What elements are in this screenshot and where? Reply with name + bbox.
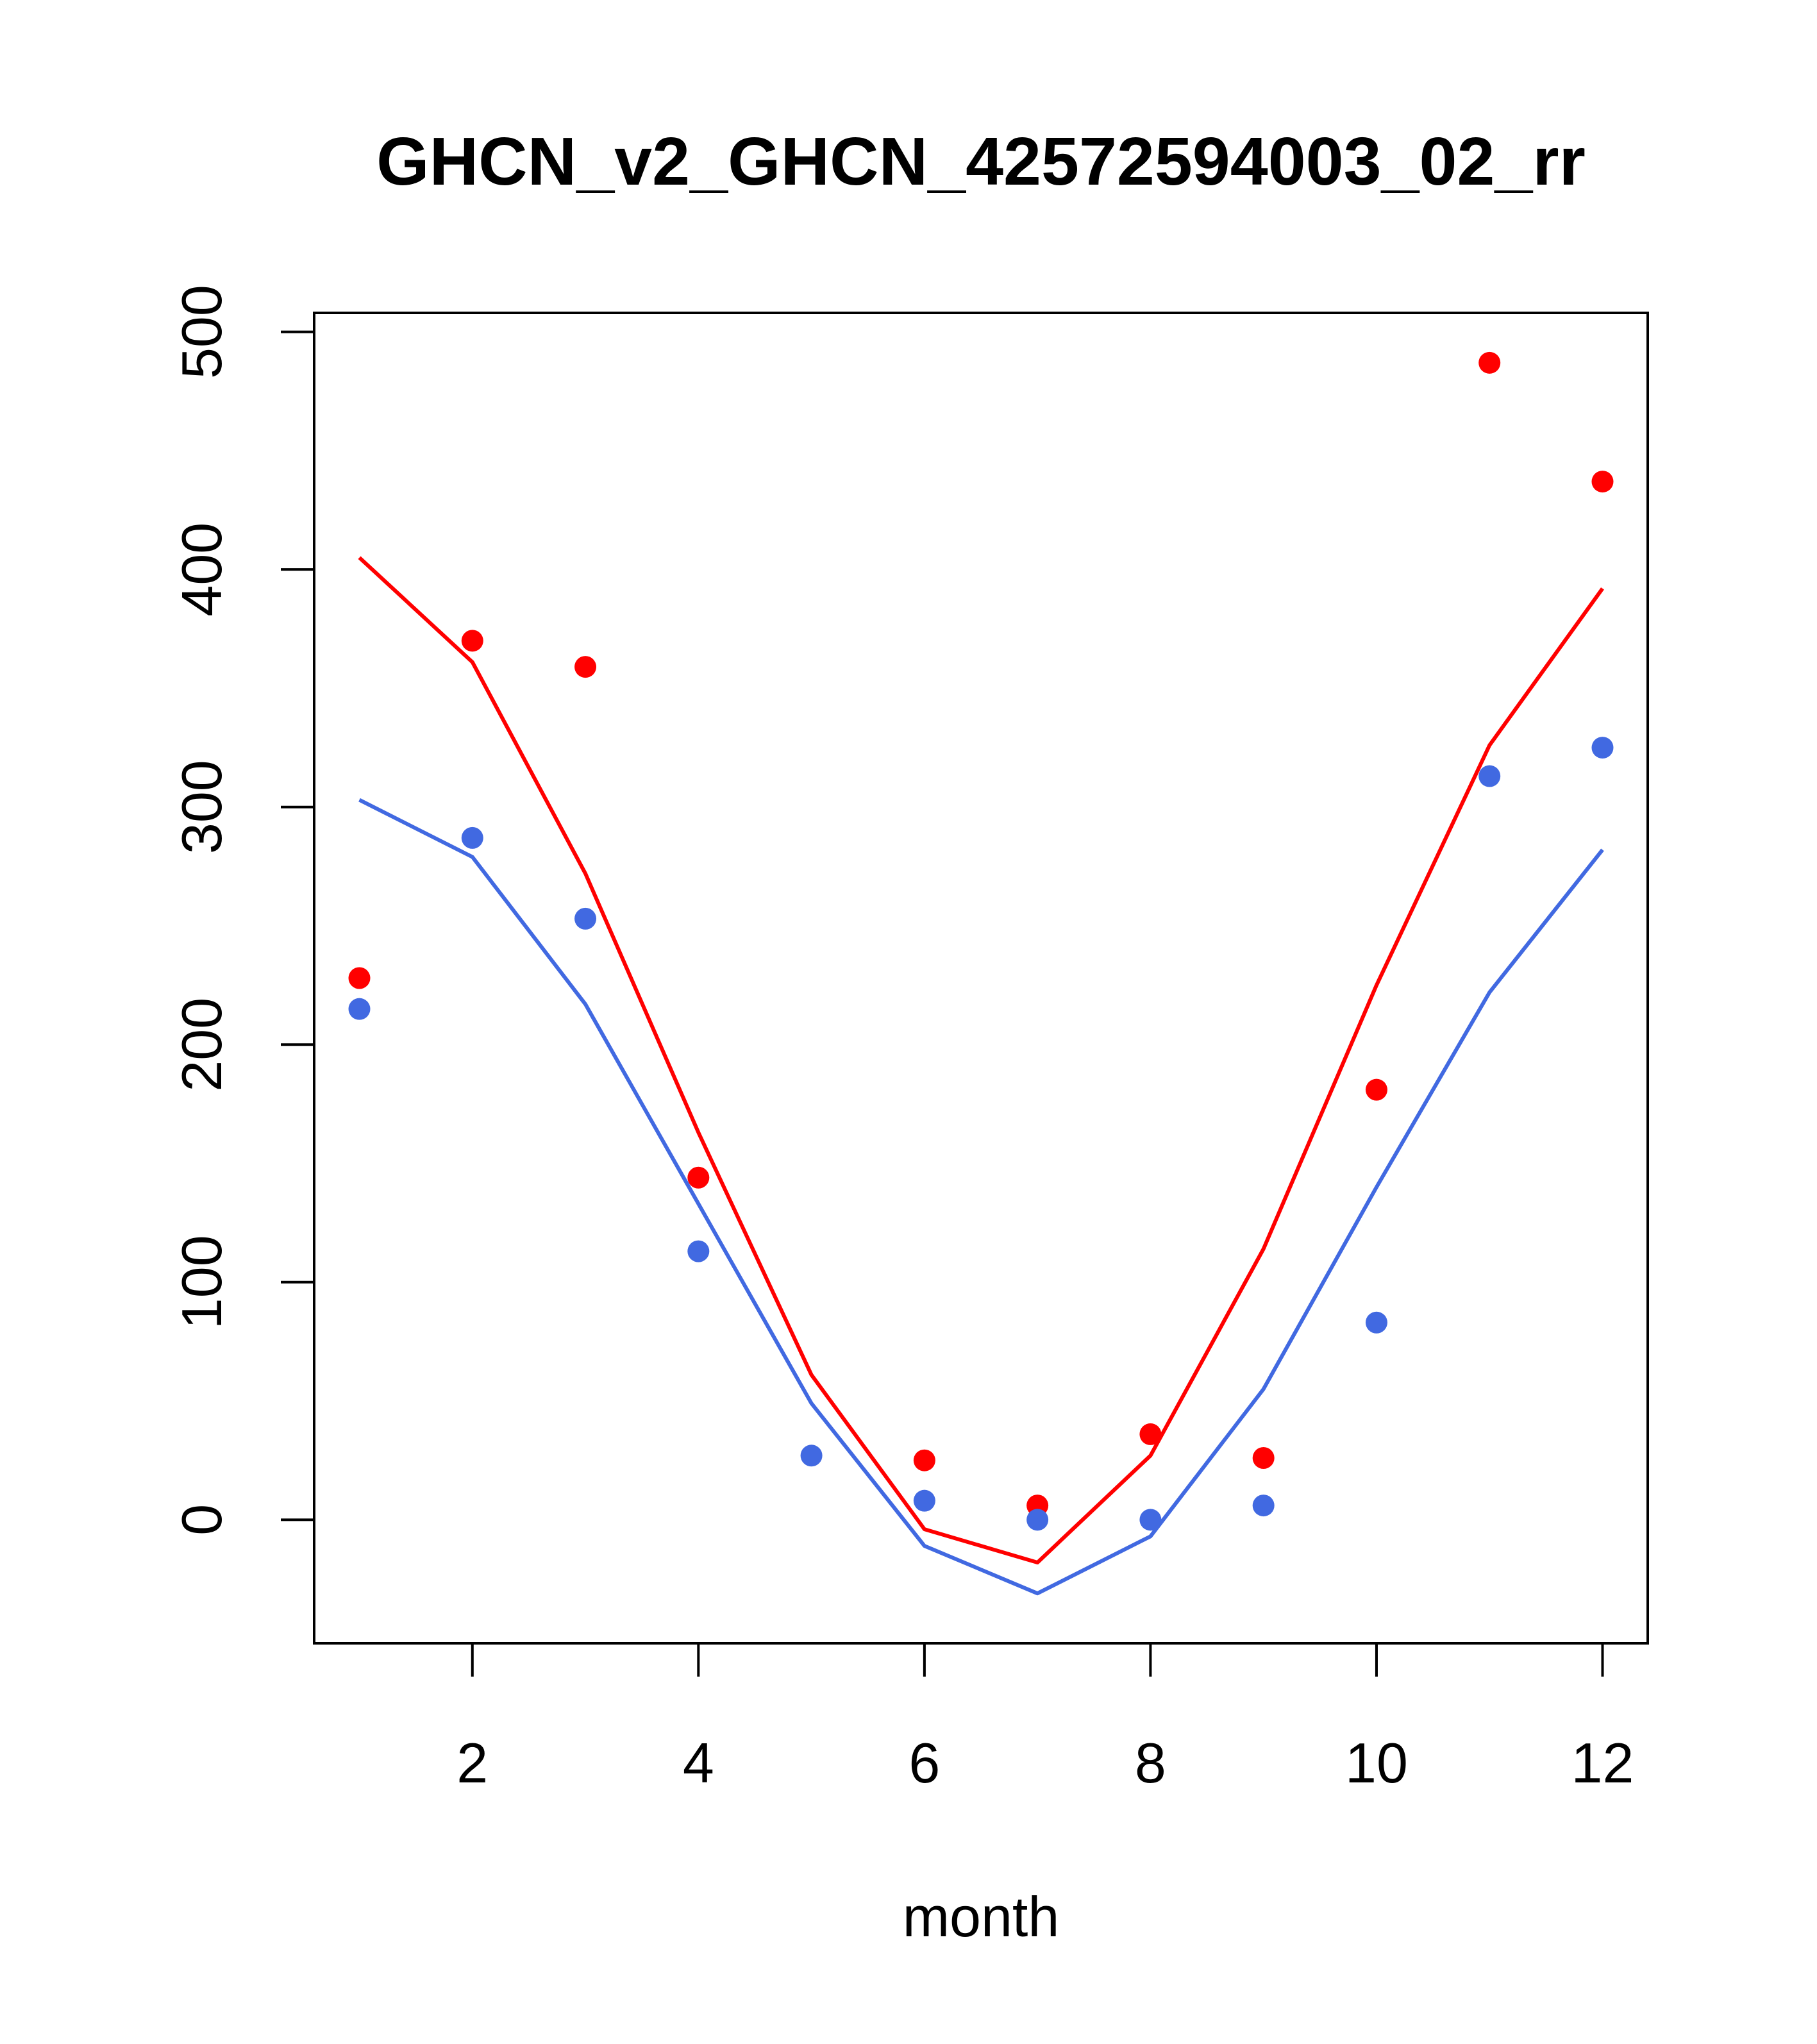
data-point	[1252, 1495, 1275, 1517]
x-tick-label: 6	[908, 1731, 940, 1795]
y-tick-label: 300	[170, 760, 233, 854]
data-point	[1365, 1078, 1387, 1101]
data-point	[574, 656, 597, 678]
data-point	[1591, 471, 1614, 493]
data-point	[687, 1166, 710, 1189]
y-tick-label: 400	[170, 523, 233, 617]
y-tick-label: 100	[170, 1235, 233, 1329]
x-tick-label: 12	[1571, 1731, 1634, 1795]
data-point	[687, 1240, 710, 1262]
chart-title: GHCN_v2_GHCN_42572594003_02_rr	[376, 124, 1586, 199]
data-point	[348, 998, 371, 1020]
y-tick-label: 0	[170, 1504, 233, 1536]
x-tick-label: 2	[456, 1731, 488, 1795]
series-line	[358, 798, 1604, 1596]
x-tick-label: 10	[1345, 1731, 1408, 1795]
data-point	[1478, 765, 1501, 787]
data-point	[1478, 351, 1501, 374]
data-point	[1026, 1509, 1049, 1531]
data-point	[913, 1489, 935, 1512]
x-tick-label: 8	[1135, 1731, 1166, 1795]
y-tick-label: 500	[170, 285, 233, 379]
data-point	[461, 630, 483, 652]
data-point	[348, 967, 371, 989]
data-point	[1591, 737, 1614, 759]
data-point	[913, 1449, 935, 1471]
data-point	[1252, 1446, 1275, 1469]
data-point	[800, 1445, 823, 1467]
data-point	[461, 826, 483, 849]
data-point	[1139, 1423, 1162, 1445]
data-point	[1365, 1311, 1387, 1334]
data-point	[574, 907, 597, 930]
y-tick-label: 200	[170, 998, 233, 1092]
data-point	[1139, 1509, 1162, 1531]
plot-area: 2 4 6 8 10 12 0 100 200 300 400 500	[170, 285, 1649, 1795]
x-axis-label: month	[903, 1885, 1060, 1948]
x-tick-label: 4	[683, 1731, 714, 1795]
series-line	[358, 556, 1604, 1565]
